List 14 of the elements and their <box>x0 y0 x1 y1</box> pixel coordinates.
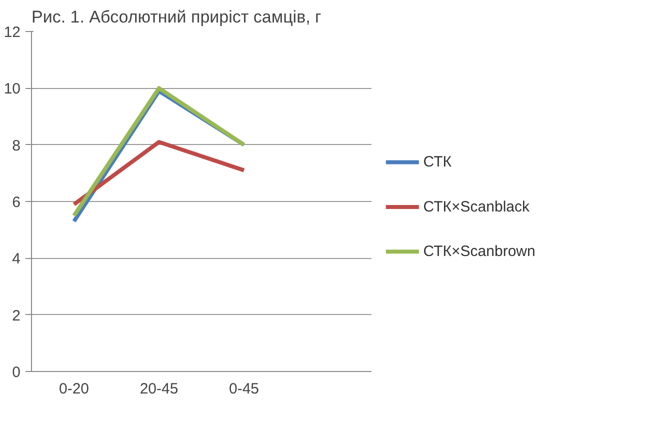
x-tick-label: 0-45 <box>228 380 260 398</box>
y-tick-label: 2 <box>12 307 20 324</box>
y-tick-label: 8 <box>12 137 20 154</box>
legend-label: СТК <box>423 154 452 171</box>
y-tick-label: 10 <box>4 80 21 98</box>
chart-title: Рис. 1. Абсолютний приріст самців, г <box>32 8 322 26</box>
legend-label: СТК×Scanblack <box>423 198 530 216</box>
y-tick-label: 12 <box>4 24 21 41</box>
x-tick-label: 0-20 <box>58 380 90 398</box>
x-tick-label: 20-45 <box>140 380 178 398</box>
y-tick-label: 0 <box>12 364 20 381</box>
legend-label: СТК×Scanbrown <box>423 243 536 260</box>
y-tick-label: 6 <box>12 194 20 211</box>
y-tick-label: 4 <box>12 250 20 268</box>
